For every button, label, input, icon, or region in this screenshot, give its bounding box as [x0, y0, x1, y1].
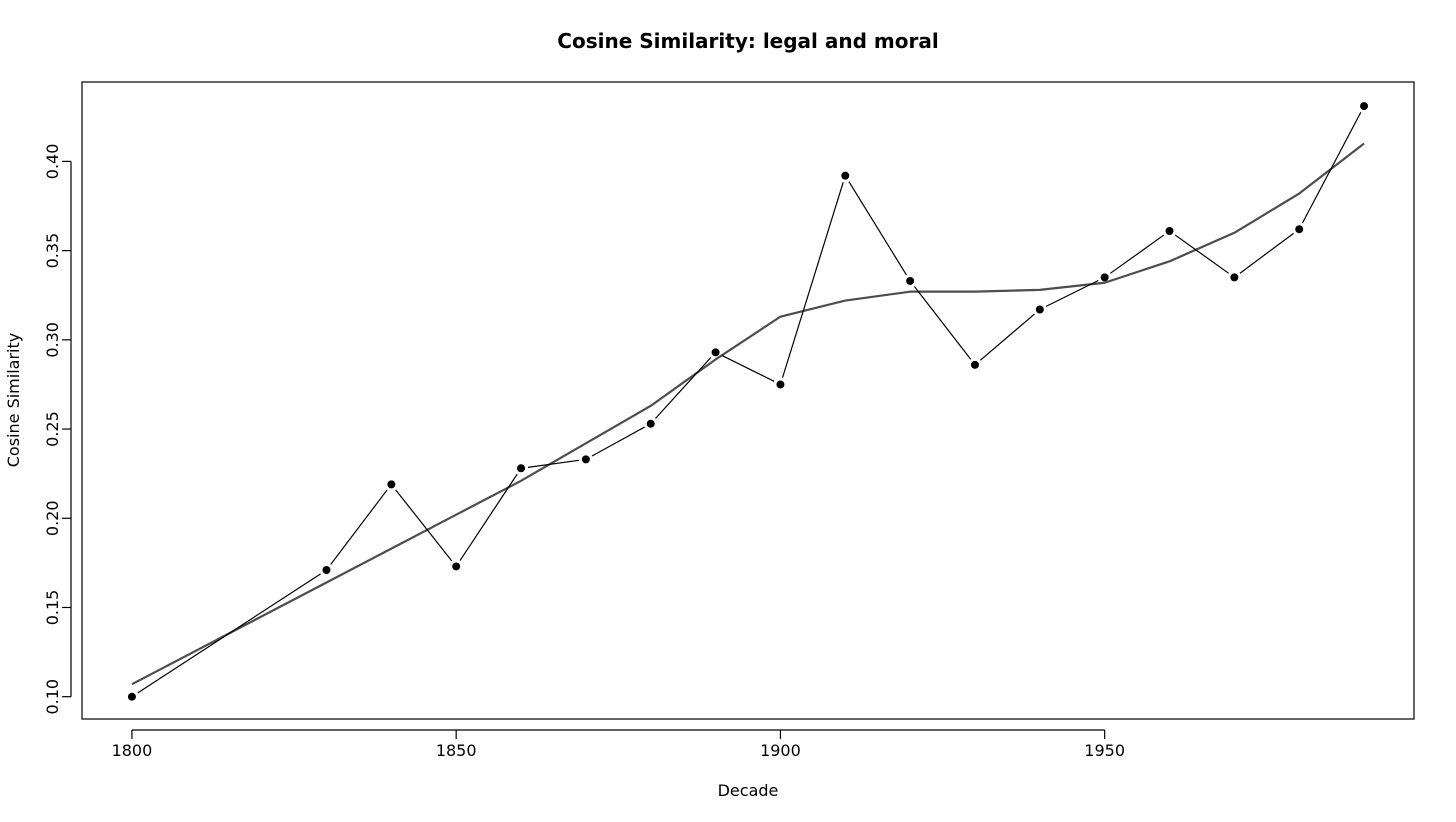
data-point: [452, 562, 461, 571]
data-point: [581, 455, 590, 464]
x-tick-label: 1850: [436, 741, 477, 760]
series-segment: [654, 357, 712, 419]
series-segment: [781, 182, 844, 378]
series-segment: [1174, 234, 1230, 274]
data-point: [906, 276, 915, 285]
series-segment: [137, 573, 321, 694]
series-segment: [1239, 232, 1294, 274]
y-axis: 0.10 0.15 0.20 0.25 0.30 0.35 0.40: [43, 144, 72, 715]
series-observed: [127, 102, 1369, 701]
data-point: [322, 566, 331, 575]
y-tick-label: 0.20: [43, 500, 62, 536]
data-point: [1035, 305, 1044, 314]
series-segment: [848, 181, 907, 276]
data-point: [1100, 273, 1109, 282]
data-point: [841, 171, 850, 180]
data-point: [517, 464, 526, 473]
y-tick-label: 0.10: [43, 679, 62, 715]
series-segment: [330, 489, 388, 565]
series-segment: [1045, 279, 1099, 307]
series-segment: [395, 489, 453, 562]
data-point: [1165, 226, 1174, 235]
x-axis-label: Decade: [718, 781, 779, 800]
series-layer: [127, 102, 1369, 701]
data-point: [711, 348, 720, 357]
data-point: [127, 692, 136, 701]
y-tick-label: 0.40: [43, 144, 62, 180]
x-tick-label: 1950: [1084, 741, 1125, 760]
plot-frame: [81, 81, 1415, 720]
y-tick-label: 0.35: [43, 233, 62, 269]
data-point: [970, 360, 979, 369]
x-axis: 1800 1850 1900 1950: [112, 729, 1125, 760]
x-tick-label: 1800: [112, 741, 153, 760]
series-segment: [527, 459, 580, 468]
series-segment: [459, 473, 518, 561]
series-segment: [1301, 112, 1362, 224]
data-point: [646, 419, 655, 428]
data-point: [1230, 273, 1239, 282]
y-axis-label: Cosine Similarity: [4, 333, 23, 467]
series-segment: [591, 426, 645, 457]
series-segment: [913, 286, 972, 360]
y-tick-label: 0.30: [43, 322, 62, 358]
y-tick-label: 0.15: [43, 590, 62, 626]
data-point: [387, 480, 396, 489]
series-segment: [721, 354, 775, 382]
series-trend-line: [131, 142, 1365, 686]
series-segment: [979, 313, 1035, 361]
x-tick-label: 1900: [760, 741, 801, 760]
data-point: [1360, 102, 1369, 111]
data-point: [1295, 225, 1304, 234]
y-tick-label: 0.25: [43, 411, 62, 447]
chart-title: Cosine Similarity: legal and moral: [557, 29, 938, 53]
data-point: [776, 380, 785, 389]
series-segment: [1110, 234, 1165, 274]
